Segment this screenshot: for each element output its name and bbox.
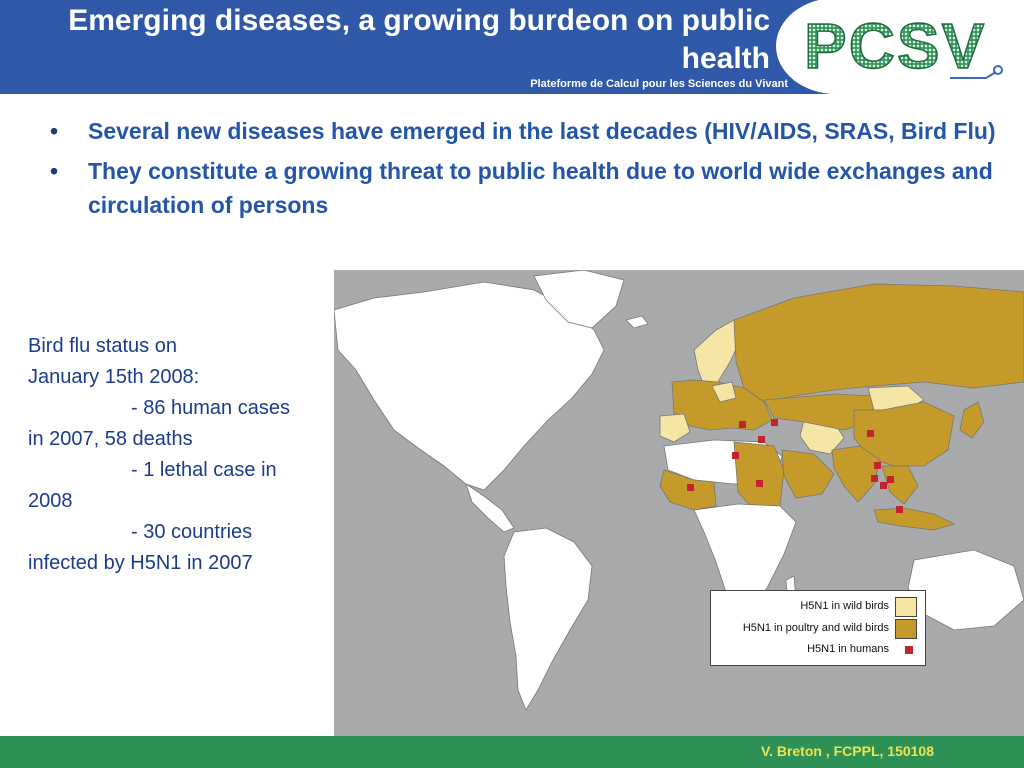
human-case-marker bbox=[896, 506, 903, 513]
bullet-list: • Several new diseases have emerged in t… bbox=[50, 114, 1010, 228]
bullet-dot-icon: • bbox=[50, 158, 59, 184]
human-case-marker bbox=[758, 436, 765, 443]
status-line: 2008 bbox=[28, 490, 73, 512]
human-case-marker bbox=[874, 462, 881, 469]
central-america bbox=[465, 483, 515, 533]
se-asia bbox=[881, 465, 919, 505]
human-case-marker bbox=[871, 475, 878, 482]
footer-band bbox=[0, 736, 1024, 768]
greenland bbox=[533, 270, 625, 329]
russia bbox=[733, 283, 1024, 403]
central-europe-wild bbox=[711, 381, 737, 403]
legend-label: H5N1 in wild birds bbox=[800, 600, 889, 612]
human-case-marker bbox=[756, 480, 763, 487]
bullet-text: They constitute a growing threat to publ… bbox=[88, 158, 993, 218]
status-line: - 30 countries bbox=[131, 521, 253, 543]
bullet-dot-icon: • bbox=[50, 118, 59, 144]
bullet-text: Several new diseases have emerged in the… bbox=[88, 118, 996, 144]
scandinavia bbox=[693, 319, 743, 387]
status-line: - 86 human cases bbox=[131, 397, 290, 419]
bullet-item: • They constitute a growing threat to pu… bbox=[50, 154, 1010, 222]
page-title: Emerging diseases, a growing burdeon on … bbox=[68, 4, 770, 75]
status-line: Bird flu status on bbox=[28, 335, 177, 357]
status-line: January 15th 2008: bbox=[28, 366, 200, 388]
human-case-marker bbox=[867, 430, 874, 437]
map-legend: H5N1 in wild birds H5N1 in poultry and w… bbox=[710, 590, 926, 666]
india bbox=[831, 445, 881, 503]
world-map bbox=[334, 270, 1024, 736]
legend-label: H5N1 in poultry and wild birds bbox=[742, 622, 889, 634]
iberia bbox=[659, 413, 691, 443]
iceland bbox=[625, 315, 649, 329]
human-case-marker bbox=[687, 484, 694, 491]
north-america bbox=[334, 281, 605, 491]
human-case-marker bbox=[887, 476, 894, 483]
legend-swatch-wild bbox=[895, 597, 917, 617]
human-case-marker bbox=[880, 482, 887, 489]
status-line: in 2007, 58 deaths bbox=[28, 428, 193, 450]
pcsv-logo: PCSV bbox=[803, 9, 1003, 83]
indonesia bbox=[873, 507, 956, 531]
human-case-marker bbox=[771, 419, 778, 426]
status-line: infected by H5N1 in 2007 bbox=[28, 552, 253, 574]
legend-label: H5N1 in humans bbox=[807, 643, 889, 655]
logo-wordmark: PCSV bbox=[804, 10, 986, 82]
bird-flu-status: Bird flu status on January 15th 2008: - … bbox=[28, 331, 338, 579]
bullet-item: • Several new diseases have emerged in t… bbox=[50, 114, 1010, 148]
page-subtitle: Plateforme de Calcul pour les Sciences d… bbox=[530, 78, 788, 90]
south-america bbox=[503, 527, 593, 711]
arabia bbox=[781, 449, 835, 499]
japan bbox=[959, 401, 985, 439]
legend-human-marker-icon bbox=[905, 646, 913, 654]
footer-credit: V. Breton , FCPPL, 150108 bbox=[761, 743, 934, 759]
egypt-sudan bbox=[733, 441, 785, 511]
world-map-svg bbox=[334, 270, 1024, 711]
human-case-marker bbox=[739, 421, 746, 428]
human-case-marker bbox=[732, 452, 739, 459]
status-line: - 1 lethal case in bbox=[131, 459, 277, 481]
legend-swatch-poultry bbox=[895, 619, 917, 639]
